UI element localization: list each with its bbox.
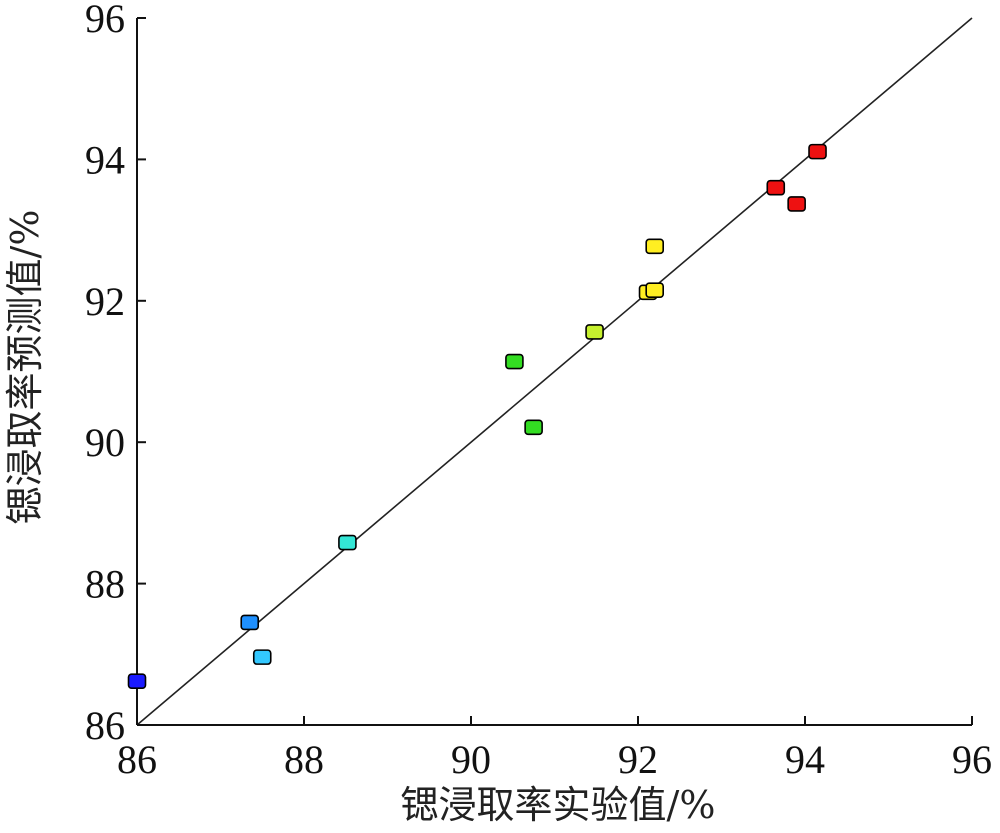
y-tick-label: 94 — [85, 137, 125, 182]
x-tick-label: 94 — [785, 737, 825, 782]
y-axis-title: 锶浸取率预测值/% — [3, 210, 47, 525]
y-tick-label: 88 — [85, 562, 125, 607]
data-point — [338, 534, 357, 551]
x-tick-label: 92 — [618, 737, 658, 782]
data-point — [240, 614, 260, 631]
reference-line-layer — [136, 17, 973, 726]
data-point — [787, 196, 806, 212]
y-tick-label: 92 — [85, 279, 125, 324]
data-point — [252, 649, 272, 665]
data-point — [585, 324, 604, 340]
data-point — [127, 673, 147, 689]
axes — [136, 18, 972, 726]
y-tick-label: 90 — [85, 420, 125, 465]
data-point — [505, 353, 524, 370]
data-points — [127, 143, 827, 689]
reference-line — [136, 17, 973, 726]
data-point — [524, 419, 543, 436]
data-point — [645, 238, 665, 255]
x-tick-label: 90 — [451, 737, 491, 782]
x-tick-label: 86 — [117, 737, 157, 782]
x-tick-label: 88 — [284, 737, 324, 782]
ticks: 86 88 90 92 94 96 86 88 90 92 94 96 — [85, 0, 992, 782]
data-point — [645, 282, 665, 298]
data-point — [766, 179, 786, 196]
y-tick-label: 96 — [85, 0, 125, 41]
data-point — [808, 143, 827, 160]
x-axis-title: 锶浸取率实验值/% — [401, 783, 716, 827]
x-tick-label: 96 — [952, 737, 992, 782]
y-tick-label: 86 — [85, 703, 125, 748]
